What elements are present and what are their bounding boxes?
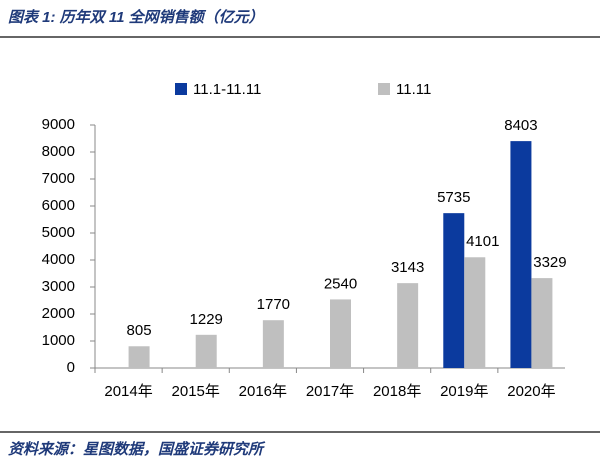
bar (330, 299, 351, 368)
y-tick-label: 9000 (42, 116, 75, 133)
legend-label: 11.1-11.11 (193, 81, 261, 98)
x-tick-label: 2016年 (239, 383, 287, 400)
y-tick-label: 1000 (42, 332, 75, 349)
y-tick-label: 7000 (42, 170, 75, 187)
bar (510, 141, 532, 368)
x-tick-label: 2017年 (306, 383, 354, 400)
bar (262, 320, 284, 368)
x-tick-label: 2018年 (373, 383, 421, 400)
data-label: 1770 (257, 296, 290, 313)
legend-label: 11.11 (396, 81, 431, 98)
legend-swatch (175, 83, 187, 95)
bar (397, 283, 419, 368)
y-tick-label: 2000 (42, 305, 75, 322)
data-label: 8403 (504, 117, 537, 134)
y-tick-label: 4000 (42, 251, 75, 268)
bar (464, 257, 486, 368)
y-tick-label: 0 (67, 359, 75, 376)
x-tick-label: 2015年 (172, 383, 220, 400)
legend-swatch (378, 83, 390, 95)
x-tick-label: 2020年 (507, 383, 555, 400)
bar (195, 334, 217, 368)
chart-title: 图表 1: 历年双 11 全网销售额（亿元） (8, 8, 264, 26)
y-tick-label: 8000 (42, 143, 75, 160)
data-label: 5735 (437, 189, 470, 206)
bar (531, 278, 553, 368)
data-label: 805 (127, 322, 152, 339)
x-tick-label: 2019年 (440, 383, 488, 400)
data-label: 3329 (533, 254, 566, 271)
bar (443, 213, 465, 368)
data-label: 3143 (391, 259, 424, 276)
y-tick-label: 3000 (42, 278, 75, 295)
data-label: 4101 (466, 233, 499, 250)
y-tick-label: 6000 (42, 197, 75, 214)
x-tick-label: 2014年 (104, 383, 152, 400)
data-label: 1229 (190, 311, 223, 328)
source-note: 资料来源：星图数据，国盛证券研究所 (8, 440, 266, 458)
y-tick-label: 5000 (42, 224, 75, 241)
data-label: 2540 (324, 275, 357, 292)
bar (128, 346, 150, 368)
